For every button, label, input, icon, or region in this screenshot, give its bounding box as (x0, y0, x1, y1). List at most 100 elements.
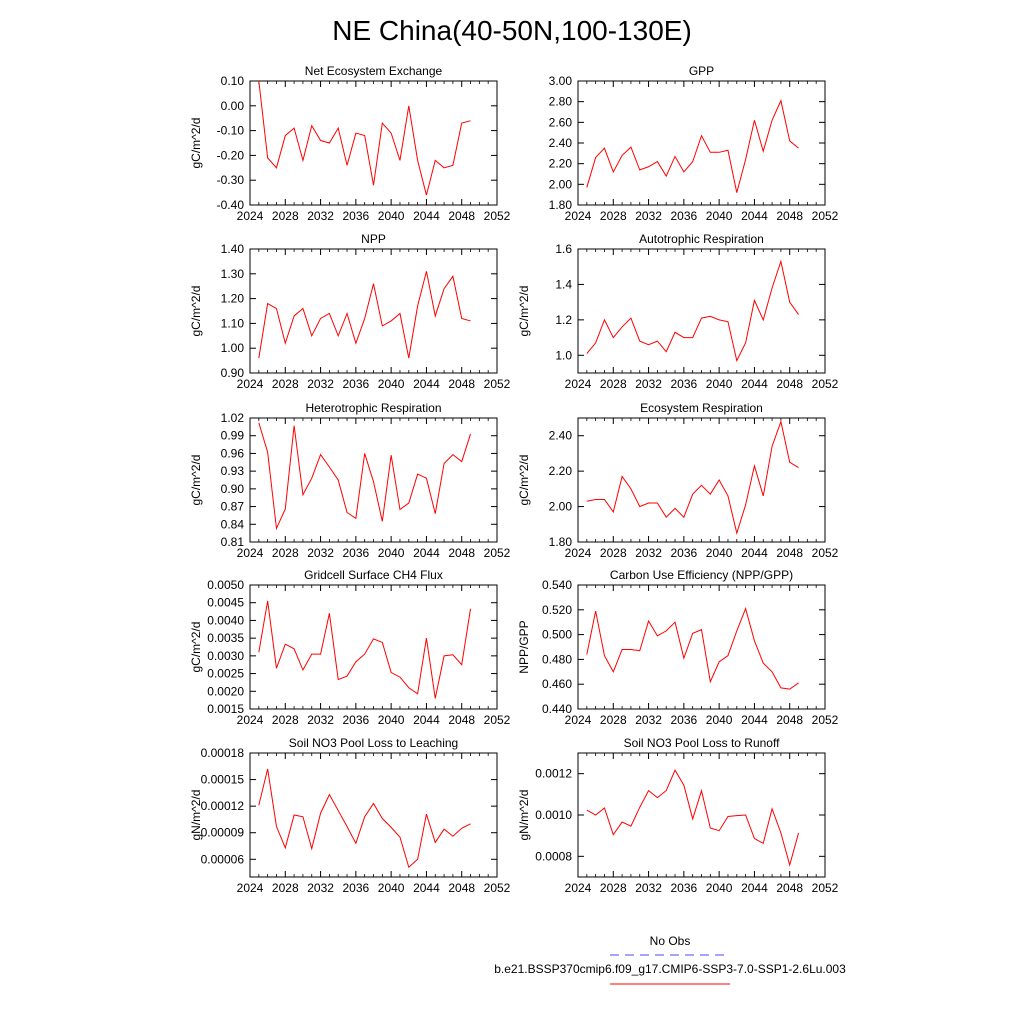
panel-title: Autotrophic Respiration (639, 232, 764, 246)
x-tick-label: 2036 (343, 881, 370, 895)
y-tick-label: 2.40 (549, 136, 573, 150)
series-line (586, 419, 799, 536)
x-tick-label: 2028 (272, 713, 299, 727)
x-tick-label: 2024 (565, 546, 592, 560)
plot-frame (577, 80, 826, 206)
x-tick-label: 2048 (448, 546, 475, 560)
plot-frame (249, 584, 498, 710)
y-tick-label: 1.30 (221, 267, 245, 281)
x-tick-label: 2052 (484, 209, 511, 223)
y-tick-label: 2.20 (549, 157, 573, 171)
x-tick-label: 2024 (237, 377, 264, 391)
legend-label-obs: No Obs (650, 934, 691, 948)
y-tick-label: 0.0030 (207, 649, 244, 663)
panel-grid: Net Ecosystem Exchange 2024 2028 2032 2036 20… (189, 64, 839, 895)
x-tick-label: 2032 (635, 209, 662, 223)
x-tick-label: 2032 (635, 713, 662, 727)
x-tick-label: 2040 (706, 546, 733, 560)
x-tick-label: 2048 (448, 881, 475, 895)
y-tick-label: 0.0025 (207, 667, 244, 681)
x-tick-label: 2036 (343, 546, 370, 560)
y-tick-label: 0.540 (542, 578, 572, 592)
y-tick-label: 0.440 (542, 702, 572, 716)
plot-frame (249, 80, 498, 206)
plot-frame (249, 417, 498, 543)
y-tick-label: 0.0045 (207, 596, 244, 610)
panel-5: Heterotrophic Respiration 2024 2028 2032 203… (189, 401, 511, 560)
series-line (258, 600, 472, 699)
series-line (258, 80, 471, 196)
x-tick-label: 2036 (671, 881, 698, 895)
panel-title: Heterotrophic Respiration (305, 401, 441, 415)
panel-title: Soil NO3 Pool Loss to Runoff (624, 736, 781, 750)
x-tick-label: 2032 (307, 713, 334, 727)
y-tick-label: 0.0040 (207, 613, 244, 627)
y-tick-label: 2.00 (549, 177, 573, 191)
x-tick-label: 2028 (600, 377, 627, 391)
x-tick-label: 2052 (484, 713, 511, 727)
y-tick-label: 3.00 (549, 74, 573, 88)
panel-2: GPP 2024 2028 2032 2036 2040 2044 2048 2052 3.00 2… (549, 64, 839, 223)
x-tick-label: 2044 (413, 881, 440, 895)
y-tick-label: 0.00015 (201, 773, 245, 787)
x-tick-label: 2040 (706, 713, 733, 727)
y-tick-label: 2.60 (549, 115, 573, 129)
x-tick-label: 2040 (378, 377, 405, 391)
x-tick-label: 2048 (776, 713, 803, 727)
y-tick-label: 2.00 (549, 500, 573, 514)
y-tick-label: 0.00009 (201, 826, 245, 840)
y-tick-label: 0.500 (542, 628, 572, 642)
y-tick-label: 0.87 (221, 500, 245, 514)
y-tick-label: 0.10 (221, 74, 245, 88)
panel-title: Gridcell Surface CH4 Flux (304, 568, 443, 582)
x-tick-label: 2052 (812, 546, 839, 560)
plot-frame (577, 248, 826, 374)
panel-title: GPP (689, 64, 714, 78)
y-tick-label: 0.96 (221, 446, 245, 460)
y-tick-label: 0.00012 (201, 799, 245, 813)
x-tick-label: 2048 (448, 209, 475, 223)
series-line (258, 271, 471, 359)
x-tick-label: 2024 (237, 209, 264, 223)
y-tick-label: 0.0010 (535, 808, 572, 822)
y-tick-label: 0.0035 (207, 631, 244, 645)
x-tick-label: 2040 (706, 377, 733, 391)
y-tick-label: 1.02 (221, 411, 245, 425)
y-tick-label: -0.30 (217, 173, 245, 187)
y-tick-label: 1.0 (555, 348, 572, 362)
y-tick-label: 0.90 (221, 366, 245, 380)
x-tick-label: 2044 (413, 377, 440, 391)
x-tick-label: 2028 (272, 377, 299, 391)
x-tick-label: 2044 (741, 881, 768, 895)
x-tick-label: 2028 (600, 209, 627, 223)
panel-7: Gridcell Surface CH4 Flux 2024 2028 2032 203… (189, 568, 511, 727)
y-tick-label: 0.0012 (535, 767, 572, 781)
y-tick-label: -0.20 (217, 148, 245, 162)
x-tick-label: 2040 (378, 209, 405, 223)
panel-4: Autotrophic Respiration 2024 2028 2032 2036 2… (517, 232, 839, 391)
y-axis-label: gN/m^2/d (189, 790, 203, 841)
x-tick-label: 2032 (307, 546, 334, 560)
y-axis-label: gN/m^2/d (517, 790, 531, 841)
y-tick-label: 1.4 (555, 277, 572, 291)
series-line (258, 768, 471, 869)
x-tick-label: 2024 (237, 881, 264, 895)
x-tick-label: 2032 (635, 377, 662, 391)
y-tick-label: 0.460 (542, 677, 572, 691)
y-tick-label: 0.0050 (207, 578, 244, 592)
series-line (258, 422, 472, 531)
x-tick-label: 2048 (448, 377, 475, 391)
panel-1: Net Ecosystem Exchange 2024 2028 2032 2036 20… (189, 64, 511, 223)
y-tick-label: 0.520 (542, 603, 572, 617)
figure-title: NE China(40-50N,100-130E) (332, 15, 692, 46)
x-tick-label: 2052 (812, 209, 839, 223)
y-tick-label: 0.00006 (201, 852, 245, 866)
x-tick-label: 2052 (812, 713, 839, 727)
x-tick-label: 2052 (484, 377, 511, 391)
y-tick-label: 0.99 (221, 429, 245, 443)
y-tick-label: 0.00 (221, 99, 245, 113)
panel-title: Carbon Use Efficiency (NPP/GPP) (610, 568, 793, 582)
series-line (586, 99, 799, 193)
y-axis-label: gC/m^2/d (517, 286, 531, 337)
x-tick-label: 2044 (741, 713, 768, 727)
